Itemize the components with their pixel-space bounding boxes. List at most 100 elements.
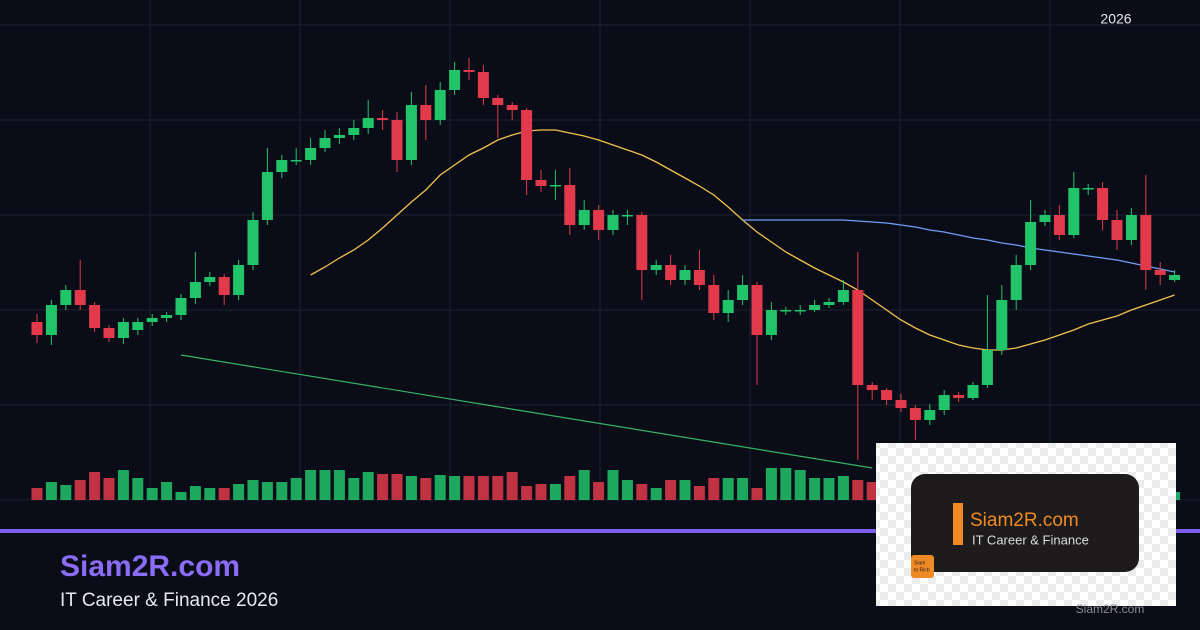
candle-body <box>362 118 374 128</box>
candle-body <box>1068 188 1080 235</box>
candle-body <box>780 310 792 312</box>
volume-bar <box>722 478 734 500</box>
volume-bar <box>189 486 201 500</box>
volume-bar <box>132 478 144 500</box>
candle-body <box>420 105 432 120</box>
candle-body <box>189 282 201 298</box>
volume-bar <box>117 470 129 500</box>
candle-body <box>535 180 547 186</box>
candle-body <box>463 70 475 72</box>
volume-bar <box>751 488 763 500</box>
candle-body <box>247 220 259 265</box>
candle-body <box>909 408 921 420</box>
volume-bar <box>391 474 403 500</box>
candle-body <box>492 98 504 105</box>
volume-bar <box>593 482 605 500</box>
volume-bar <box>521 486 533 500</box>
candle-body <box>218 277 230 295</box>
volume-bar <box>492 476 504 500</box>
volume-bar <box>449 476 461 500</box>
candle-body <box>1025 222 1037 265</box>
volume-bar <box>175 492 187 500</box>
volume-bar <box>665 480 677 500</box>
candle-body <box>564 185 576 225</box>
volume-bar <box>636 484 648 500</box>
candle-body <box>31 322 43 335</box>
candle-body <box>377 118 389 120</box>
candle-body <box>161 315 173 318</box>
volume-bar <box>405 476 417 500</box>
candle-body <box>679 270 691 280</box>
candle-body <box>751 285 763 335</box>
candle-body <box>1039 215 1051 222</box>
volume-bar <box>233 484 245 500</box>
candle-body <box>290 160 302 162</box>
volume-bar <box>420 478 432 500</box>
candle-body <box>1053 215 1065 235</box>
candle-body <box>1111 220 1123 240</box>
candle-body <box>823 302 835 305</box>
overlay-panel <box>911 474 1139 572</box>
candle-body <box>132 322 144 330</box>
volume-bar <box>362 472 374 500</box>
volume-bar <box>247 480 259 500</box>
candle-body <box>693 270 705 285</box>
candle-body <box>881 390 893 400</box>
candle-body <box>89 305 101 328</box>
candle-body <box>593 210 605 230</box>
candle-body <box>319 138 331 148</box>
volume-bar <box>794 470 806 500</box>
volume-bar <box>837 476 849 500</box>
candle-body <box>449 70 461 90</box>
candle-body <box>809 305 821 310</box>
candle-body <box>837 290 849 302</box>
candle-body <box>708 285 720 313</box>
overlay-accent <box>953 503 963 545</box>
overlay-footer: Siam2R.com <box>1076 602 1145 616</box>
candle-body <box>1154 270 1166 275</box>
candle-body <box>305 148 317 160</box>
volume-bar <box>161 482 173 500</box>
volume-bar <box>866 482 878 500</box>
candle-body <box>636 215 648 270</box>
year-annotation: 2026 <box>1100 11 1131 27</box>
candle-body <box>866 385 878 390</box>
candle-body <box>60 290 72 305</box>
volume-bar <box>74 480 86 500</box>
candle-body <box>852 290 864 385</box>
candle-body <box>1169 275 1181 280</box>
overlay-card: Siam2R.com IT Career & Finance Siam to R… <box>876 443 1176 616</box>
candle-body <box>521 110 533 180</box>
overlay-logo-bottom: to Rich <box>914 567 930 573</box>
candle-body <box>549 185 561 187</box>
candle-body <box>333 135 345 138</box>
volume-bar <box>621 480 633 500</box>
candle-body <box>996 300 1008 350</box>
candle-body <box>938 395 950 410</box>
volume-bar <box>204 488 216 500</box>
volume-bar <box>852 480 864 500</box>
volume-bar <box>679 480 691 500</box>
volume-bar <box>463 476 475 500</box>
overlay-logo <box>911 555 934 578</box>
volume-bar <box>377 474 389 500</box>
volume-bar <box>549 484 561 500</box>
volume-bar <box>765 468 777 500</box>
candle-body <box>434 90 446 120</box>
candle-body <box>204 277 216 282</box>
candle-body <box>276 160 288 172</box>
candle-body <box>233 265 245 295</box>
candle-body <box>117 322 129 338</box>
candle-body <box>348 128 360 135</box>
divider <box>0 529 1200 533</box>
volume-bar <box>564 476 576 500</box>
candle-body <box>722 300 734 313</box>
overlay-subtitle: IT Career & Finance <box>972 532 1089 547</box>
volume-bar <box>276 482 288 500</box>
candle-body <box>405 105 417 160</box>
candle-body <box>895 400 907 408</box>
overlay-logo-top: Siam <box>914 560 925 566</box>
brand-subtitle: IT Career & Finance 2026 <box>60 590 278 611</box>
candle-body <box>621 215 633 217</box>
